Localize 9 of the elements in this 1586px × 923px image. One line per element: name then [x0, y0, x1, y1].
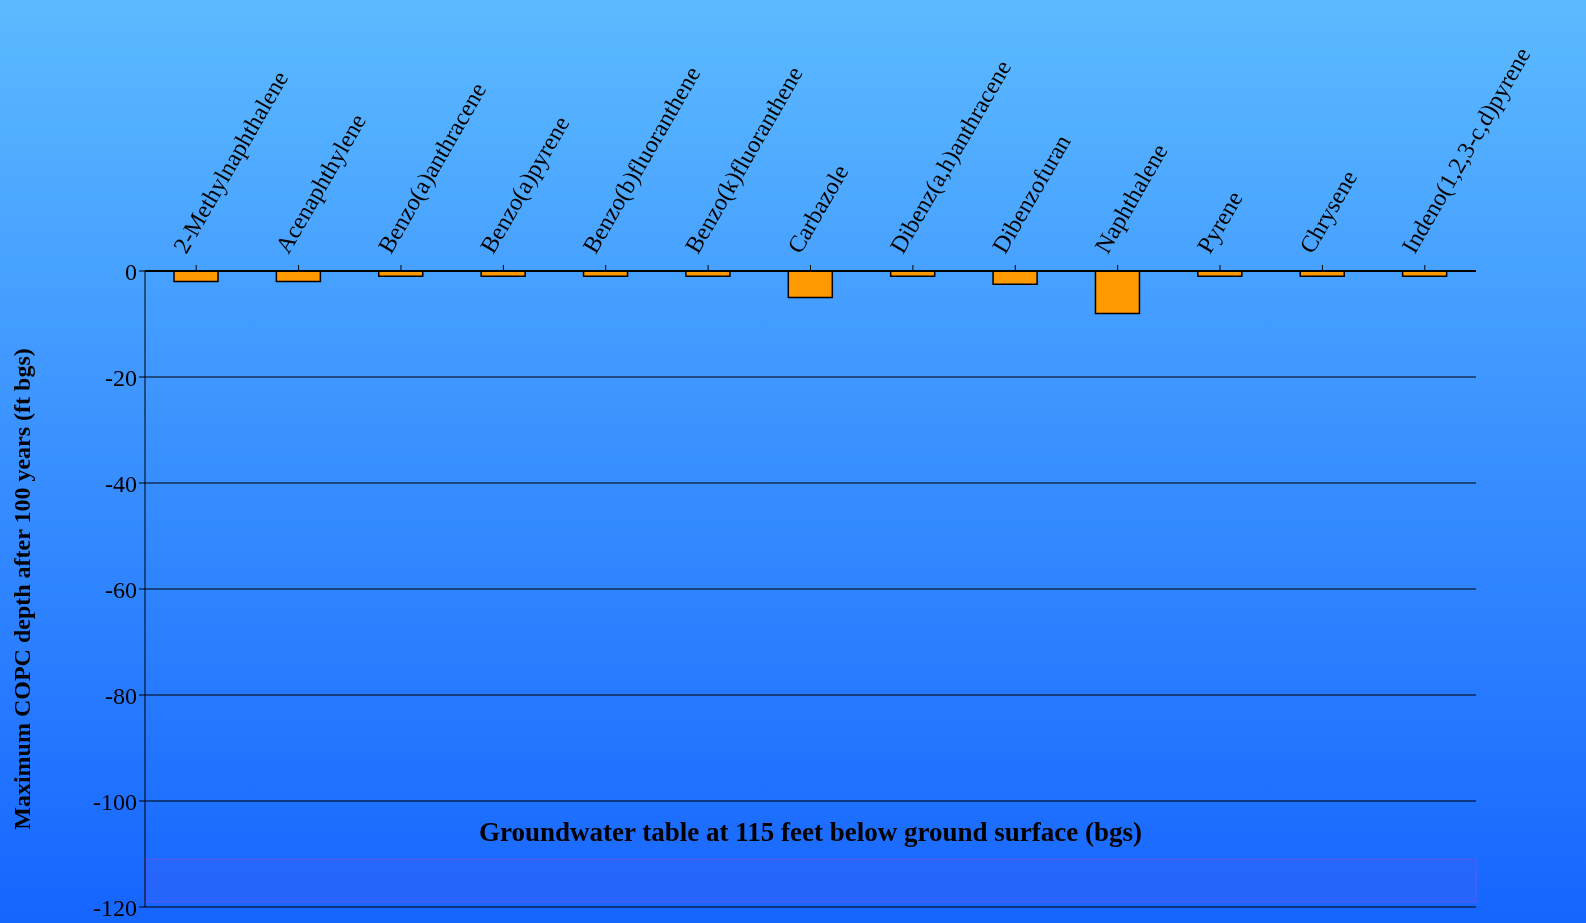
y-tick-label: 0	[125, 258, 137, 285]
y-tick-label: -80	[105, 682, 137, 709]
y-tick-label: -20	[105, 364, 137, 391]
y-axis-title: Maximum COPC depth after 100 years (ft bgs)	[8, 348, 35, 830]
y-tick-label: -120	[93, 894, 137, 921]
y-tick-label: -60	[105, 576, 137, 603]
y-tick-label: -100	[93, 788, 137, 815]
band-label: Groundwater table at 115 feet below ground surface (bgs)	[479, 817, 1142, 848]
y-tick-label: -40	[105, 470, 137, 497]
